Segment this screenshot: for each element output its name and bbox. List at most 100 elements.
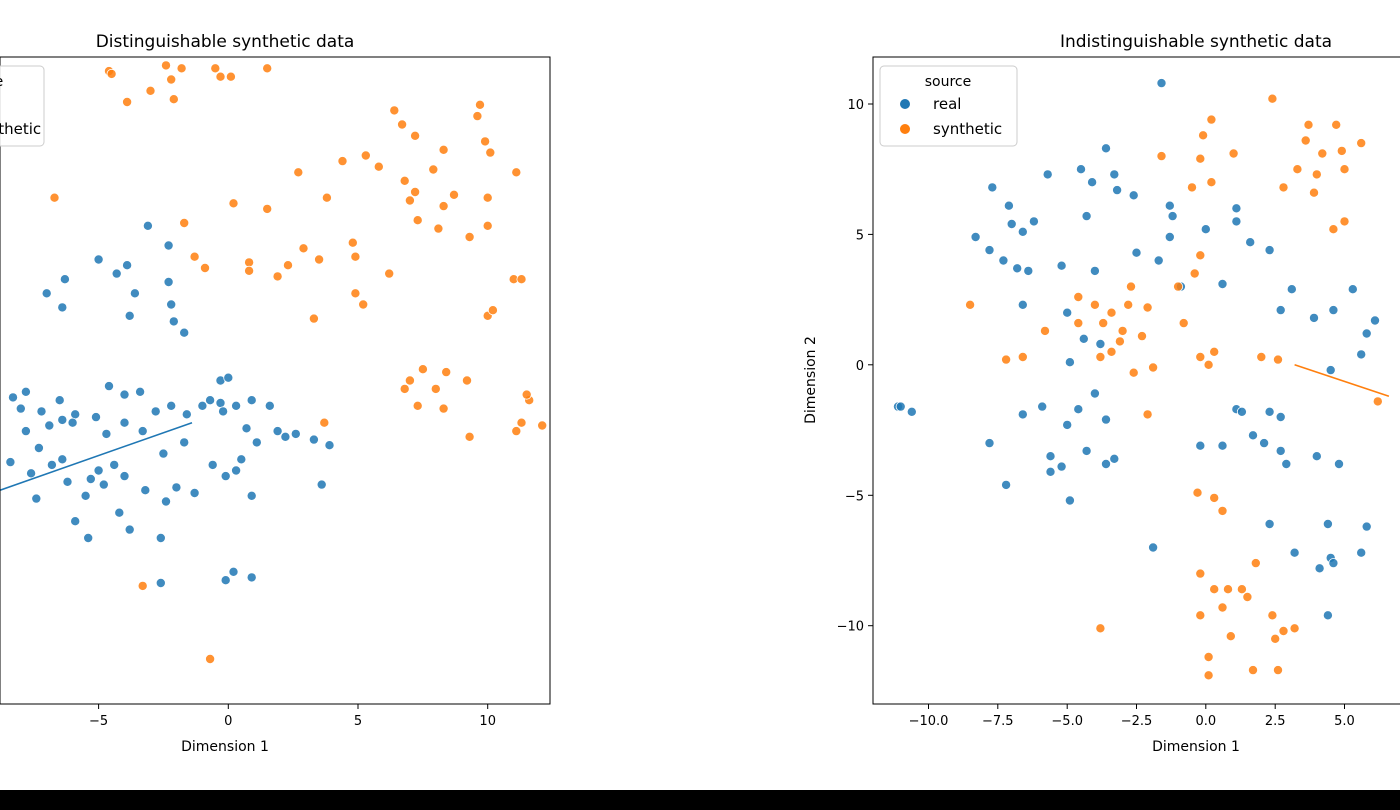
- point-right-synthetic-54: [1209, 584, 1220, 595]
- point-right-synthetic-24: [1203, 359, 1214, 370]
- point-left-synthetic-22: [389, 105, 400, 116]
- point-right-synthetic-44: [1331, 119, 1342, 130]
- point-right-real-34: [984, 438, 995, 449]
- x-tick-label-left-1: 0: [224, 714, 232, 729]
- point-left-real-55: [119, 417, 130, 428]
- point-right-synthetic-55: [1223, 584, 1234, 595]
- point-right-real-48: [1101, 458, 1112, 469]
- point-left-real-35: [264, 400, 275, 411]
- point-left-real-1: [15, 403, 26, 414]
- point-left-synthetic-31: [438, 201, 449, 212]
- point-left-synthetic-46: [293, 167, 304, 178]
- point-left-synthetic-59: [430, 383, 441, 394]
- point-right-real-38: [1045, 451, 1056, 462]
- point-right-synthetic-70: [1267, 610, 1278, 621]
- point-right-real-25: [1131, 247, 1142, 258]
- point-left-real-41: [324, 440, 335, 451]
- point-left-real-51: [236, 454, 247, 465]
- x-tick-label-left-0: −5: [89, 714, 108, 729]
- panel-left-x-axis: −5 0 5 10: [89, 704, 496, 729]
- point-right-synthetic-3: [1040, 325, 1051, 336]
- point-left-synthetic-60: [441, 367, 452, 378]
- point-right-synthetic-38: [1292, 164, 1303, 175]
- point-right-synthetic-50: [1192, 487, 1203, 498]
- panel-left-legend-box: [0, 65, 45, 147]
- y-tick-label-right-4: −10: [837, 620, 864, 635]
- point-left-real-22: [70, 409, 81, 420]
- point-left-synthetic-66: [487, 305, 498, 316]
- point-right-real-80: [1245, 237, 1256, 248]
- point-left-real-38: [272, 426, 283, 437]
- point-left-real-24: [104, 381, 115, 392]
- point-left-real-56: [101, 428, 112, 439]
- point-left-synthetic-41: [516, 274, 527, 285]
- point-right-real-83: [1231, 203, 1242, 214]
- point-left-synthetic-25: [373, 161, 384, 172]
- point-right-real-58: [1275, 445, 1286, 456]
- point-right-synthetic-65: [1248, 665, 1259, 676]
- point-right-synthetic-39: [1300, 135, 1311, 146]
- point-right-real-54: [1248, 430, 1259, 441]
- point-left-real-4: [46, 459, 57, 470]
- point-left-real-9: [85, 473, 96, 484]
- point-right-real-3: [1003, 200, 1014, 211]
- point-right-synthetic-58: [1242, 592, 1253, 603]
- point-left-real-70: [122, 260, 133, 271]
- point-right-synthetic-11: [1126, 281, 1137, 292]
- panel-right-x-axis: −10.0 −7.5 −5.0 −2.5 0.0 2.5 5.0: [909, 704, 1355, 729]
- point-right-synthetic-6: [1089, 299, 1100, 310]
- point-left-synthetic-21: [360, 150, 371, 161]
- point-left-real-27: [150, 406, 161, 417]
- panel-left-frame: [0, 56, 551, 705]
- point-right-real-63: [1314, 563, 1325, 574]
- point-right-real-79: [1325, 365, 1336, 376]
- point-left-real-52: [179, 437, 190, 448]
- point-right-synthetic-25: [1195, 351, 1206, 362]
- point-right-real-69: [1356, 547, 1367, 558]
- point-right-synthetic-57: [1236, 584, 1247, 595]
- point-right-real-17: [1109, 169, 1120, 180]
- point-right-synthetic-43: [1317, 148, 1328, 159]
- point-left-real-11: [98, 479, 109, 490]
- point-right-real-39: [1045, 466, 1056, 477]
- point-left-synthetic-75: [205, 654, 216, 665]
- point-left-real-33: [231, 400, 242, 411]
- point-right-synthetic-17: [1095, 351, 1106, 362]
- point-left-synthetic-2: [122, 97, 133, 108]
- point-left-real-3: [33, 442, 44, 453]
- point-right-synthetic-22: [1178, 318, 1189, 329]
- panel-right: Indistinguishable synthetic data −10.0 −7…: [803, 32, 1400, 755]
- point-right-synthetic-29: [1156, 151, 1167, 162]
- point-left-synthetic-57: [404, 375, 415, 386]
- point-right-real-43: [1064, 495, 1075, 506]
- point-right-synthetic-52: [1217, 505, 1228, 516]
- point-right-synthetic-19: [1173, 281, 1184, 292]
- point-left-real-43: [223, 372, 234, 383]
- point-left-synthetic-53: [384, 268, 395, 279]
- point-right-real-61: [1289, 547, 1300, 558]
- point-right-synthetic-69: [1289, 623, 1300, 634]
- point-left-real-57: [67, 417, 78, 428]
- point-left-real-36: [218, 406, 229, 417]
- point-right-synthetic-64: [1203, 670, 1214, 681]
- point-left-synthetic-36: [485, 147, 496, 158]
- point-right-synthetic-63: [1203, 652, 1214, 663]
- x-tick-label-right-4: 0.0: [1195, 714, 1216, 729]
- point-left-synthetic-55: [350, 288, 361, 299]
- point-right-real-73: [1309, 312, 1320, 323]
- point-left-real-49: [246, 490, 257, 501]
- point-left-synthetic-32: [448, 189, 459, 200]
- point-right-real-22: [1167, 211, 1178, 222]
- point-left-real-46: [207, 459, 218, 470]
- point-right-real-62: [1311, 451, 1322, 462]
- x-tick-label-left-3: 10: [479, 714, 496, 729]
- point-right-synthetic-23: [1209, 346, 1220, 357]
- point-right-real-60: [1264, 519, 1275, 530]
- point-right-synthetic-45: [1336, 145, 1347, 156]
- point-left-real-53: [158, 448, 169, 459]
- point-left-real-17: [160, 496, 171, 507]
- panel-right-legend-box: [879, 65, 1018, 147]
- x-tick-label-right-0: −10.0: [909, 714, 949, 729]
- point-left-real-2: [26, 468, 37, 479]
- point-right-real-15: [1087, 177, 1098, 188]
